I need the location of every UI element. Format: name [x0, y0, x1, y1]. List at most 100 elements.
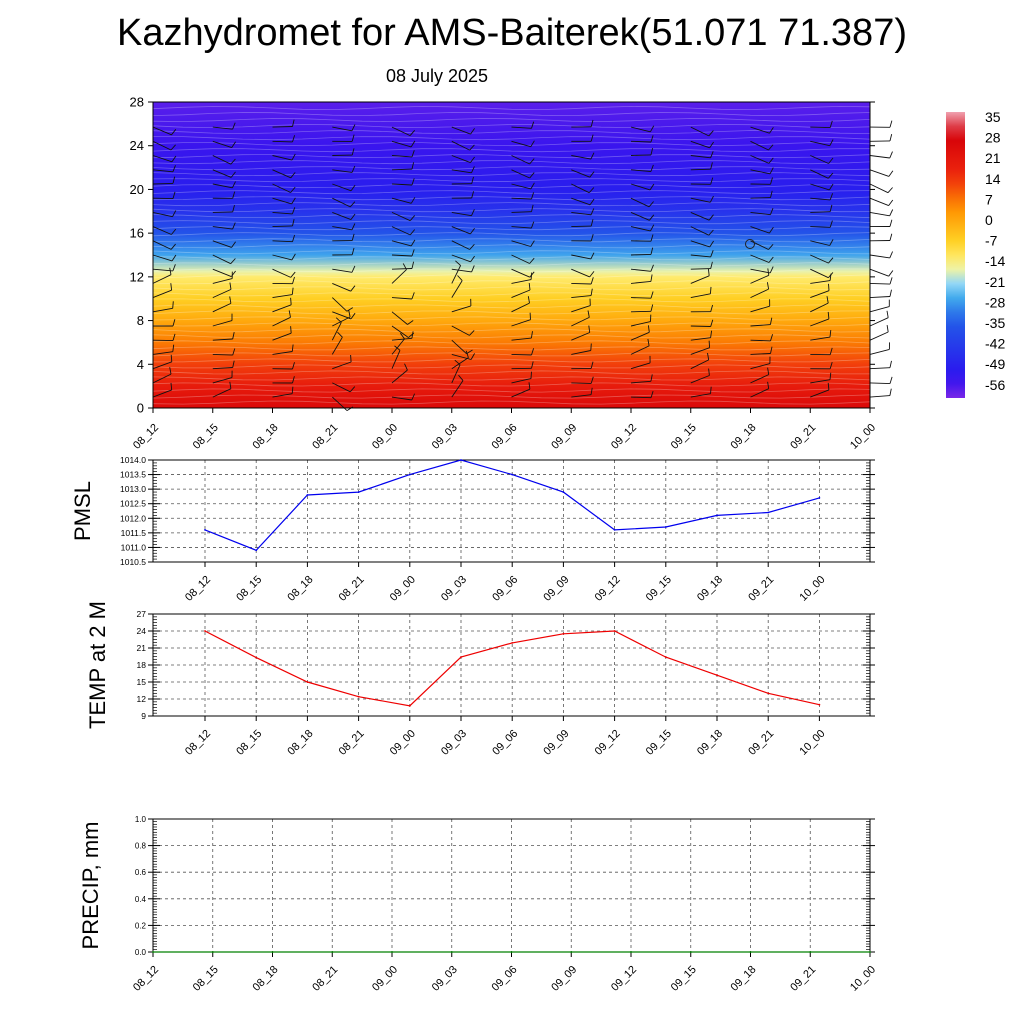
precip-data-point [510, 951, 513, 953]
precip-y-tick-label: 0.2 [135, 921, 147, 930]
temp-x-tick-label: 09_00 [388, 728, 418, 758]
temp-y-tick-label: 27 [137, 609, 147, 619]
precip-data-point [570, 951, 573, 953]
pmsl-x-tick-label: 09_09 [541, 574, 571, 604]
temp-x-tick-label: 09_12 [593, 728, 623, 758]
heatmap-x-tick-label: 09_06 [490, 422, 520, 452]
temp-x-tick-label: 10_00 [797, 728, 827, 758]
colorbar-label: -49 [985, 356, 1005, 372]
temp-x-tick-label: 08_21 [337, 728, 367, 758]
precip-data-point [331, 951, 334, 953]
precip-data-point [809, 951, 812, 953]
pmsl-data-point [562, 491, 565, 493]
temp-frame [152, 613, 871, 717]
heatmap-y-tick-label: 0 [137, 401, 144, 416]
pmsl-y-tick-label: 1013.5 [120, 470, 146, 480]
heatmap-y-tick-label: 24 [130, 138, 144, 153]
precip-data-point [869, 951, 871, 953]
pmsl-data-point [511, 473, 514, 476]
precip-x-tick-label: 08_12 [131, 964, 161, 994]
temp-data-point [511, 642, 514, 644]
colorbar-label: -42 [985, 336, 1005, 352]
pmsl-x-tick-label: 08_15 [234, 574, 264, 604]
temp-y-tick-label: 18 [137, 660, 147, 670]
precip-data-point [211, 951, 214, 953]
pmsl-data-point [408, 473, 411, 476]
pmsl-y-tick-label: 1013.0 [120, 484, 146, 494]
temp-x-tick-label: 08_18 [285, 728, 315, 758]
temp-x-tick-label: 09_06 [490, 728, 520, 758]
temp-y-tick-label: 12 [137, 694, 147, 704]
wind-barbs [152, 119, 894, 411]
pmsl-x-tick-label: 09_15 [644, 574, 674, 604]
precip-data-point [749, 951, 752, 953]
pmsl-x-tick-label: 09_12 [593, 574, 623, 604]
pmsl-data-point [664, 526, 667, 528]
pmsl-grid [153, 460, 870, 562]
heatmap-y-tick-label: 4 [137, 357, 144, 372]
heatmap-y-tick-label: 12 [130, 269, 144, 284]
precip-grid [153, 819, 870, 952]
precip-y-tick-label: 0.0 [135, 948, 147, 957]
chart-title: Kazhydromet for AMS-Baiterek(51.071 71.3… [117, 12, 907, 54]
colorbar-label: 21 [985, 150, 1001, 166]
pmsl-y-tick-label: 1012.0 [120, 513, 146, 523]
colorbar-label: 0 [985, 212, 993, 228]
precip-y-tick-label: 0.4 [135, 895, 147, 904]
heatmap-x-tick-label: 09_21 [788, 422, 818, 452]
pmsl-data-point [767, 511, 770, 514]
pmsl-x-tick-label: 08_12 [183, 574, 213, 604]
pmsl-data-point [613, 529, 616, 531]
temp-y-tick-label: 21 [137, 643, 147, 653]
precip-y-tick-label: 0.6 [135, 868, 147, 877]
chart-subtitle: 08 July 2025 [385, 66, 489, 86]
precip-data-point [152, 951, 154, 953]
temp-x-tick-label: 08_12 [183, 728, 213, 758]
temp-data-point [562, 632, 565, 635]
pmsl-x-tick-label: 09_18 [695, 574, 725, 604]
precip-x-tick-label: 08_21 [310, 964, 340, 994]
temp-data-point [767, 692, 770, 695]
precip-x-tick-label: 09_09 [549, 964, 579, 994]
pmsl-x-tick-label: 08_21 [337, 574, 367, 604]
temp-y-tick-label: 9 [141, 711, 146, 721]
temp-data-point [716, 674, 718, 677]
heatmap-x-tick-label: 09_12 [609, 422, 639, 452]
colorbar-label: -14 [985, 253, 1005, 269]
precip-x-tick-label: 09_15 [669, 964, 699, 994]
temp-data-point [408, 704, 411, 707]
temp-x-tick-label: 09_15 [644, 728, 674, 758]
colorbar-label: -28 [985, 294, 1005, 310]
temp-x-tick-label: 08_15 [234, 728, 264, 758]
heatmap-x-tick-label: 09_18 [729, 422, 759, 452]
colorbar-label: -56 [985, 377, 1005, 393]
pmsl-y-tick-label: 1012.5 [120, 499, 146, 509]
heatmap-x-tick-label: 08_18 [251, 422, 281, 452]
temp-grid [153, 614, 870, 716]
temp-y-tick-label: 24 [137, 626, 147, 636]
pmsl-x-tick-label: 09_06 [490, 574, 520, 604]
pmsl-data-point [716, 514, 718, 517]
pmsl-x-tick-label: 08_18 [285, 574, 315, 604]
pmsl-y-axis-label: PMSL [70, 481, 95, 541]
temp-x-tick-label: 09_03 [439, 728, 469, 758]
precip-x-tick-label: 10_00 [848, 964, 878, 994]
heatmap-x-tick-label: 09_09 [549, 422, 579, 452]
temp-data-point [255, 656, 258, 659]
precip-y-tick-label: 0.8 [135, 842, 147, 851]
temp-data-point [204, 630, 206, 632]
temp-x-tick-label: 09_21 [746, 728, 776, 758]
colorbar-label: 7 [985, 191, 993, 207]
temp-y-axis-label: TEMP at 2 M [85, 601, 110, 729]
pmsl-x-tick-label: 09_21 [746, 574, 776, 604]
precip-data-point [630, 951, 632, 953]
temp-data-point [460, 656, 462, 658]
colorbar-label: -7 [985, 233, 998, 249]
heatmap-x-tick-label: 10_00 [848, 422, 878, 452]
heatmap-y-tick-label: 28 [130, 95, 144, 110]
pmsl-data-point [818, 497, 821, 499]
precip-data-point [271, 951, 274, 953]
precip-x-tick-label: 09_06 [490, 964, 520, 994]
colorbar-label: 14 [985, 171, 1001, 187]
